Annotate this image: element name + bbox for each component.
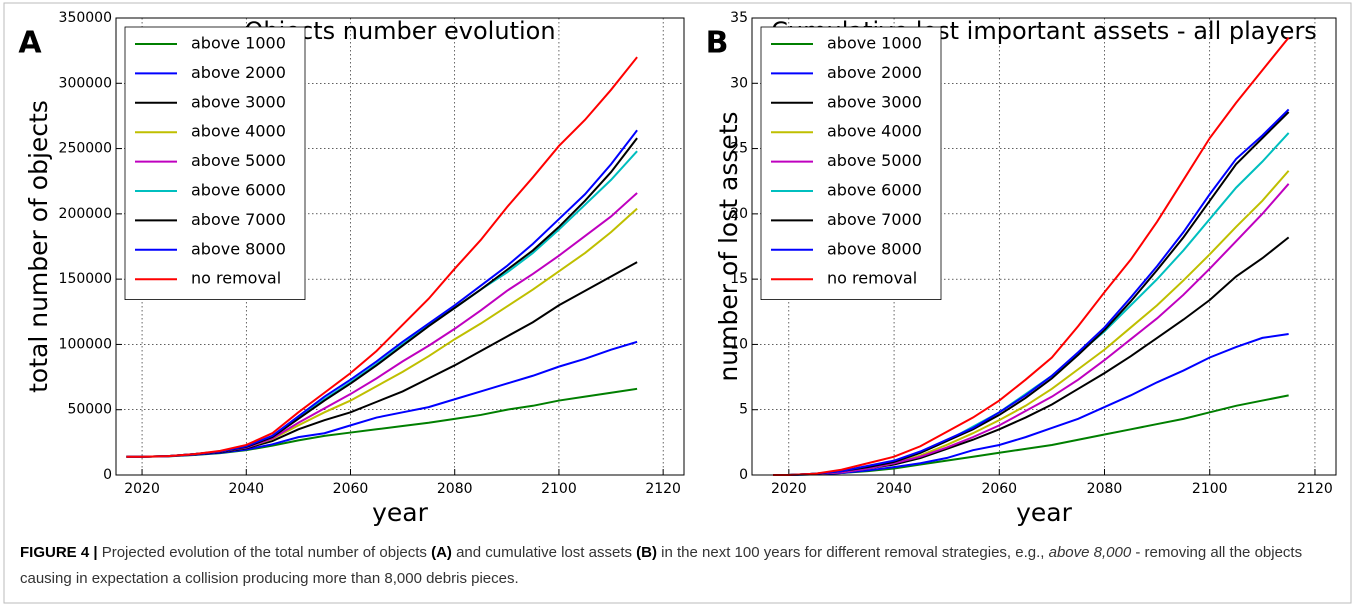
legend-label: no removal — [191, 269, 281, 288]
legend-label: above 5000 — [827, 151, 922, 170]
series-line — [773, 332, 1289, 476]
caption-text: - removing all the objects causing in ex… — [20, 544, 1307, 587]
x-tick-label: 2100 — [1192, 481, 1228, 497]
x-tick-label: 2040 — [876, 481, 912, 497]
x-tick-label: 2060 — [981, 481, 1017, 497]
x-tick-label: 2100 — [541, 481, 577, 497]
frame — [3, 2, 1352, 604]
legend-label: above 4000 — [827, 122, 922, 141]
legend-label: above 3000 — [191, 92, 286, 111]
y-tick-label: 15 — [730, 271, 748, 287]
plot-frame — [115, 17, 685, 476]
y-tick-label: 0 — [739, 467, 748, 483]
series-line — [773, 36, 1290, 476]
y-tick-label: 50000 — [67, 402, 112, 418]
legend-label: above 1000 — [827, 34, 922, 53]
caption-text: and cumulative lost assets — [451, 544, 637, 561]
panel-label: B — [706, 26, 729, 61]
y-tick-label: 5 — [739, 402, 748, 418]
y-tick-label: 350000 — [59, 10, 112, 26]
legend-label: above 6000 — [191, 181, 286, 200]
plot-frame — [751, 17, 1337, 476]
legend-label: above 5000 — [191, 151, 286, 170]
y-tick-label: 25 — [730, 141, 748, 157]
legend-label: above 7000 — [827, 210, 922, 229]
y-tick-label: 250000 — [59, 141, 112, 157]
panel-label: A — [18, 26, 42, 61]
y-tick-label: 20 — [730, 206, 748, 222]
legend-label: above 8000 — [827, 239, 922, 258]
caption-text: above 8,000 — [1048, 544, 1132, 561]
caption-text: Projected evolution of the total number … — [97, 544, 432, 561]
x-tick-label: 2120 — [1297, 481, 1333, 497]
y-tick-label: 0 — [103, 467, 112, 483]
y-tick-label: 100000 — [59, 336, 112, 352]
y-tick-label: 30 — [730, 75, 748, 91]
caption: FIGURE 4 | Projected evolution of the to… — [20, 540, 1335, 592]
series-line — [773, 183, 1290, 476]
x-axis-label: year — [1016, 498, 1072, 527]
legend-label: above 7000 — [191, 210, 286, 229]
legend-label: above 1000 — [191, 34, 286, 53]
y-tick-label: 35 — [730, 10, 748, 26]
legend-label: no removal — [827, 269, 917, 288]
series-line — [773, 108, 1290, 476]
caption-text: (A) — [431, 544, 452, 561]
x-axis-label: year — [372, 498, 428, 527]
legend-label: above 8000 — [191, 239, 286, 258]
caption-label: FIGURE 4 | — [20, 544, 98, 561]
x-tick-label: 2060 — [333, 481, 369, 497]
y-tick-label: 10 — [730, 336, 748, 352]
x-tick-label: 2080 — [437, 481, 473, 497]
caption-text: (B) — [636, 544, 657, 561]
legend-label: above 2000 — [191, 63, 286, 82]
caption-text: in the next 100 years for different remo… — [657, 544, 1049, 561]
x-tick-label: 2020 — [124, 481, 160, 497]
y-axis-label: total number of objects — [24, 100, 53, 393]
y-tick-label: 200000 — [59, 206, 112, 222]
x-tick-label: 2020 — [771, 481, 807, 497]
x-tick-label: 2040 — [228, 481, 264, 497]
y-tick-label: 300000 — [59, 75, 112, 91]
legend-label: above 6000 — [827, 181, 922, 200]
legend-label: above 2000 — [827, 63, 922, 82]
x-tick-label: 2080 — [1087, 481, 1123, 497]
legend-label: above 4000 — [191, 122, 286, 141]
series-line — [126, 56, 638, 458]
x-tick-label: 2120 — [645, 481, 681, 497]
y-axis-label: number of lost assets — [714, 111, 743, 381]
y-tick-label: 150000 — [59, 271, 112, 287]
legend-label: above 3000 — [827, 92, 922, 111]
